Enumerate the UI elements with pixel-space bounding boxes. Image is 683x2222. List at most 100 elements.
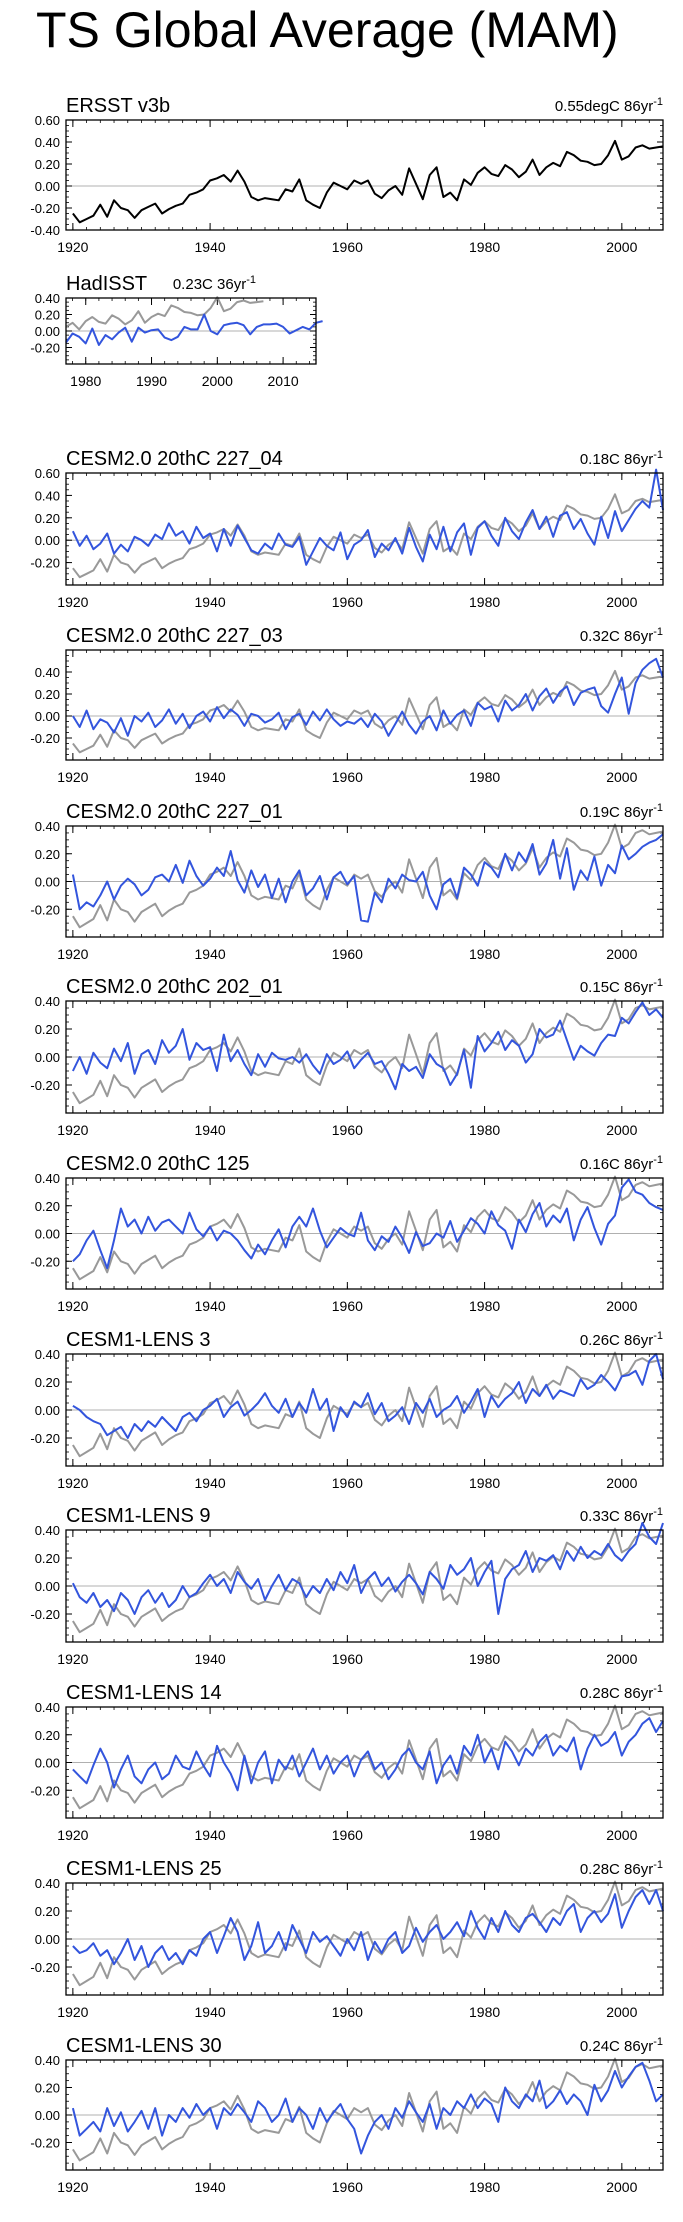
x-tick-label: 2000	[606, 1298, 637, 1314]
y-tick-label: -0.20	[30, 1078, 60, 1093]
series-line-reference	[72, 998, 664, 1105]
y-tick-label: 0.40	[35, 2053, 60, 2068]
trend-value: 0.18C 86yr	[580, 451, 653, 468]
series-line-reference	[72, 2057, 664, 2162]
y-tick-label: 0.40	[35, 1876, 60, 1891]
series-line-reference	[72, 669, 664, 754]
x-tick-label: 2000	[606, 946, 637, 962]
trend-label: 0.33C 86yr-1	[580, 1506, 663, 1525]
y-tick-label: 0.60	[35, 466, 60, 481]
x-tick-label: 1980	[70, 373, 101, 389]
x-tick-label: 1980	[469, 1475, 500, 1491]
trend-value: 0.24C 86yr	[580, 2038, 653, 2055]
trend-label: 0.32C 86yr-1	[580, 626, 663, 645]
series-line-model	[71, 468, 664, 566]
x-tick-label: 1980	[469, 1827, 500, 1843]
x-tick-label: 1940	[195, 1122, 226, 1138]
series-line-model	[72, 657, 664, 737]
trend-value: 0.55degC 86yr	[555, 98, 653, 115]
series-line-reference	[72, 493, 664, 579]
x-tick-label: 1980	[469, 1651, 500, 1667]
plot-frame	[65, 1353, 664, 1467]
y-tick-label: 0.20	[35, 1904, 60, 1919]
y-tick-label: 0.40	[35, 1523, 60, 1538]
y-tick-label: 0.00	[35, 709, 60, 724]
series-line-reference	[72, 1175, 664, 1281]
y-tick-label: -0.40	[30, 223, 60, 238]
trend-label: 0.28C 86yr-1	[580, 1683, 663, 1702]
page-title: TS Global Average (MAM)	[36, 2, 619, 58]
x-tick-label: 1960	[332, 2004, 363, 2020]
y-tick-label: 0.40	[35, 665, 60, 680]
series-line-reference	[72, 1880, 664, 1987]
x-tick-label: 1960	[332, 594, 363, 610]
x-tick-label: 2000	[606, 239, 637, 255]
chart-panel-1: ERSST v3b 0.55degC 86yr-1 0.60 0.40 0.20 0.00…	[30, 95, 664, 255]
y-tick-label: 0.00	[35, 1227, 60, 1242]
y-tick-label: -0.20	[30, 1607, 60, 1622]
plot-frame	[65, 1529, 664, 1643]
x-tick-label: 2000	[606, 769, 637, 785]
y-tick-label: -0.20	[30, 201, 60, 216]
y-tick-label: 0.00	[35, 1756, 60, 1771]
x-tick-label: 2000	[606, 1651, 637, 1667]
trend-value: 0.15C 86yr	[580, 979, 653, 996]
y-tick-label: 0.00	[35, 875, 60, 890]
series-line-model	[72, 1353, 664, 1439]
plot-frame	[65, 472, 664, 586]
x-tick-label: 1940	[195, 1298, 226, 1314]
trend-exponent: -1	[653, 1683, 663, 1695]
trend-value: 0.28C 86yr	[580, 1861, 653, 1878]
trend-value: 0.19C 86yr	[580, 804, 653, 821]
plot-frame	[65, 297, 317, 365]
y-tick-label: -0.20	[30, 1431, 60, 1446]
x-tick-label: 1920	[57, 239, 88, 255]
y-tick-label: 0.20	[35, 1551, 60, 1566]
x-tick-label: 1980	[469, 769, 500, 785]
x-tick-label: 1980	[469, 1298, 500, 1314]
trend-exponent: -1	[653, 1506, 663, 1518]
trend-exponent: -1	[653, 449, 663, 461]
x-tick-label: 1980	[469, 2179, 500, 2195]
trend-value: 0.16C 86yr	[580, 1156, 653, 1173]
chart-panel-9: CESM1-LENS 9 0.33C 86yr-1 0.40 0.20 0.00 -0.2…	[30, 1505, 664, 1667]
y-tick-label: -0.20	[30, 1254, 60, 1269]
trend-label: 0.18C 86yr-1	[580, 449, 663, 468]
series-line-model	[71, 833, 664, 923]
x-tick-label: 1940	[195, 2004, 226, 2020]
x-tick-label: 1980	[469, 594, 500, 610]
x-tick-label: 1920	[57, 1651, 88, 1667]
y-tick-label: -0.20	[30, 1960, 60, 1975]
trend-exponent: -1	[653, 1859, 663, 1871]
y-tick-label: 0.40	[35, 1700, 60, 1715]
x-tick-label: 1940	[195, 594, 226, 610]
y-tick-label: 0.40	[35, 994, 60, 1009]
trend-exponent: -1	[653, 1330, 663, 1342]
x-tick-label: 2000	[606, 1475, 637, 1491]
trend-exponent: -1	[653, 626, 663, 638]
chart-panel-3: CESM2.0 20thC 227_04 0.18C 86yr-1 0.60 0.40…	[30, 448, 664, 610]
x-tick-label: 1980	[469, 2004, 500, 2020]
x-tick-label: 1960	[332, 1298, 363, 1314]
y-tick-label: 0.20	[35, 1022, 60, 1037]
trend-value: 0.33C 86yr	[580, 1508, 653, 1525]
x-tick-label: 1920	[57, 594, 88, 610]
trend-exponent: -1	[653, 96, 663, 108]
y-tick-label: 0.20	[35, 847, 60, 862]
y-tick-label: -0.20	[30, 341, 60, 356]
x-tick-label: 1940	[195, 1475, 226, 1491]
x-tick-label: 2000	[606, 2179, 637, 2195]
y-tick-label: 0.00	[35, 179, 60, 194]
plot-frame	[65, 649, 664, 761]
trend-exponent: -1	[653, 1154, 663, 1166]
x-tick-label: 1960	[332, 2179, 363, 2195]
x-tick-label: 1940	[195, 769, 226, 785]
x-tick-label: 1960	[332, 946, 363, 962]
series-line-reference	[65, 296, 264, 331]
x-tick-label: 1980	[469, 239, 500, 255]
x-tick-label: 2000	[202, 373, 233, 389]
trend-label: 0.55degC 86yr-1	[555, 96, 663, 115]
chart-title: CESM2.0 20thC 227_03	[66, 625, 283, 647]
series-line-model	[72, 1522, 664, 1615]
